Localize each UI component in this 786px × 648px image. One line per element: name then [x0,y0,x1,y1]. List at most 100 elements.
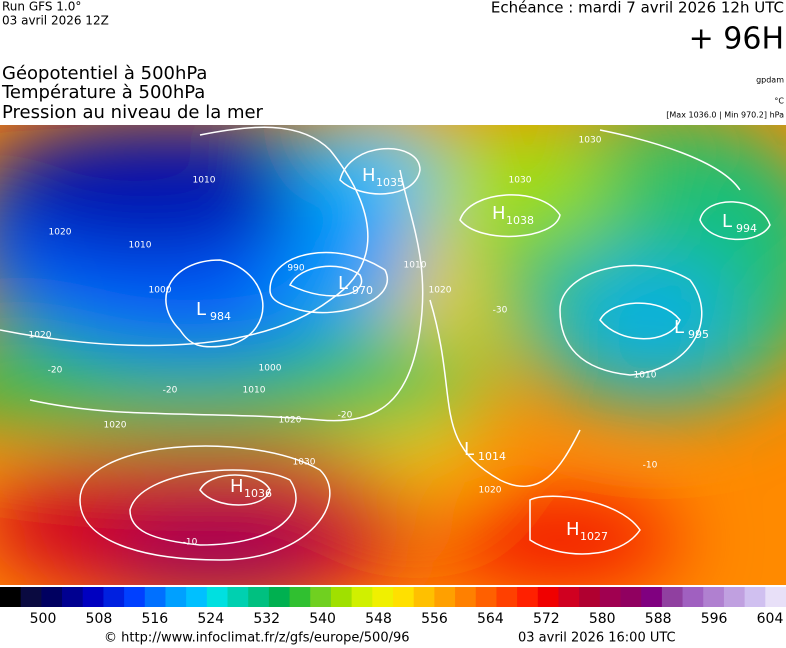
colorbar-swatch [124,587,146,607]
colorbar-swatch [268,587,291,607]
contour-label: 1010 [193,176,216,186]
lead-time: + 96H [689,22,784,57]
colorbar-label: 500 [30,611,57,627]
center-value: 1038 [506,214,534,227]
contour-label: 1010 [404,261,427,271]
contour-label: -20 [163,386,178,396]
contour-label: 1020 [479,486,502,496]
run-date: 03 avril 2026 12Z [2,14,109,28]
colorbar-swatch [517,587,539,607]
source-url: © http://www.infoclimat.fr/z/gfs/europe/… [104,631,410,646]
colorbar-swatch [227,587,249,607]
center-value: 984 [210,310,231,323]
center-kind: L [674,317,684,338]
contour-label: 990 [287,264,304,274]
colorbar-swatch [641,587,663,607]
colorbar-label: 516 [141,611,168,627]
colorbar-label: 580 [589,611,616,627]
colorbar-swatch [765,587,786,607]
colorbar-label: 540 [309,611,336,627]
colorbar-swatch [475,587,497,607]
colorbar-swatch [144,587,166,607]
unit: °C [774,97,784,106]
colorbar-swatch [206,587,229,607]
colorbar-swatch [393,587,415,607]
contour-label: -10 [643,461,658,471]
colorbar-swatch [82,587,104,607]
colorbar-swatch [599,587,622,607]
colorbar-label: 588 [645,611,672,627]
contour-label: 1020 [29,331,52,341]
colorbar-swatch [744,587,766,607]
colorbar-swatch [703,587,725,607]
echeance: Echéance : mardi 7 avril 2026 12h UTC [491,0,784,17]
run-label: Run GFS 1.0° [2,0,81,14]
colorbar-label: 604 [757,611,784,627]
center-value: 1035 [376,176,404,189]
colorbar-swatch [372,587,394,607]
colorbar-swatch [413,587,435,607]
center-value: 995 [688,328,709,341]
contour-label: -20 [338,411,353,421]
center-kind: H [492,203,506,224]
colorbar-label: 572 [533,611,560,627]
colorbar-swatch [186,587,208,607]
contour-label: 1020 [429,286,452,296]
colorbar-swatch [558,587,580,607]
center-value: 970 [352,284,373,297]
contour-label: 1010 [129,241,152,251]
isobars [0,126,771,561]
colorbar-label: 564 [477,611,504,627]
contour-label: -30 [493,306,508,316]
center-kind: L [722,211,732,232]
colorbar-swatch [434,587,456,607]
colorbar-swatch [330,587,353,607]
center-kind: L [196,299,206,320]
colorbar-swatch [41,587,63,607]
colorbar-swatch [455,587,477,607]
contour-label: 1020 [104,421,127,431]
layer-title: Géopotentiel à 500hPa [2,63,207,84]
center-kind: L [338,273,348,294]
center-kind: L [464,439,474,460]
colorbar-swatch [682,587,704,607]
colorbar-label: 548 [365,611,392,627]
unit: gpdam [756,76,784,85]
colorbar-label: 532 [253,611,280,627]
contour-label: 1010 [243,386,266,396]
center-value: 1014 [478,450,506,463]
colorbar-swatch [579,587,601,607]
colorbar-swatch [20,587,42,607]
layer-title: Pression au niveau de la mer [2,102,264,123]
center-kind: H [362,165,376,186]
colorbar-swatch [537,587,559,607]
contour-label: 1030 [293,458,316,468]
center-value: 994 [736,222,757,235]
colorbar-swatch [248,587,270,607]
contour-label: -20 [48,366,63,376]
extremes: [Max 1036.0 | Min 970.2] hPa [666,111,784,120]
colorbar-label: 524 [197,611,224,627]
colorbar-label: 556 [421,611,448,627]
contour-label: 1010 [634,371,657,381]
layer-title: Température à 500hPa [1,82,205,103]
contour-label: -10 [183,538,198,548]
center-kind: H [566,519,580,540]
colorbar-label: 596 [701,611,728,627]
colorbar-swatch [620,587,642,607]
colorbar-swatch [103,587,125,607]
center-value: 1027 [580,530,608,543]
colorbar-label: 508 [86,611,113,627]
center-value: 1036 [244,487,272,500]
map-field [0,125,786,585]
colorbar-swatch [496,587,518,607]
colorbar-swatch [310,587,332,607]
colorbar-swatch [289,587,311,607]
center-kind: H [230,476,244,497]
contour-label: 1020 [279,416,302,426]
issue-date: 03 avril 2026 16:00 UTC [518,631,676,646]
colorbar-swatch [165,587,187,607]
colorbar-swatch [351,587,373,607]
